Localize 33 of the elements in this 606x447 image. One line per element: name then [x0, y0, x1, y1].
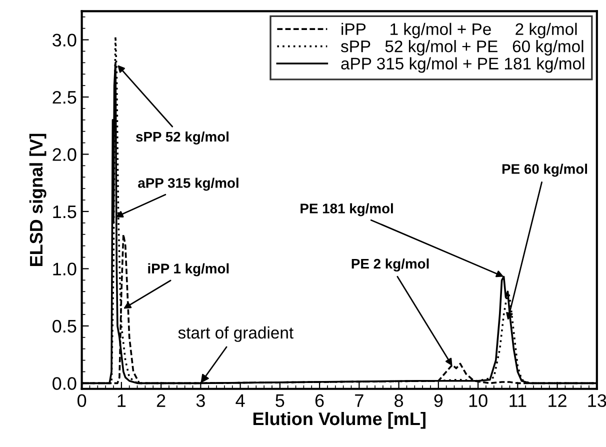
- legend-label: aPP 315 kg/mol + PE 181 kg/mol: [341, 57, 584, 73]
- x-tick-label: 5: [276, 394, 284, 408]
- x-tick-label: 9: [434, 394, 443, 408]
- x-tick-label: 0: [77, 394, 86, 408]
- annotation: PE 181 kg/mol: [300, 203, 393, 216]
- y-tick-label: 0.0: [52, 377, 76, 390]
- y-tick-label: 2.0: [52, 148, 76, 161]
- y-tick-label: 1.5: [53, 206, 76, 218]
- annotation: aPP 315 kg/mol: [138, 178, 238, 191]
- legend-label: iPP 1 kg/mol + Pe 2 kg/mol: [342, 22, 577, 38]
- x-tick-label: 8: [394, 394, 404, 408]
- x-tick-label: 7: [355, 394, 364, 407]
- x-tick-label: 6: [315, 394, 324, 408]
- x-tick-label: 10: [469, 394, 488, 408]
- x-tick-label: 2: [156, 394, 166, 407]
- x-tick-label: 1: [118, 394, 126, 407]
- x-axis-title: Elution Volume [mL]: [253, 412, 426, 429]
- y-axis-title: ELSD signal [V]: [29, 134, 46, 266]
- annotation: iPP 1 kg/mol: [148, 263, 229, 276]
- y-tick-label: 0.5: [52, 320, 76, 333]
- x-tick-label: 11: [510, 394, 526, 407]
- annotation: PE 60 kg/mol: [502, 164, 588, 177]
- annotation: start of gradient: [178, 326, 294, 342]
- x-tick-label: 13: [588, 394, 606, 408]
- legend-label: sPP 52 kg/mol + PE 60 kg/mol: [340, 40, 584, 56]
- x-tick-label: 4: [236, 394, 245, 407]
- x-tick-label: 12: [548, 394, 566, 407]
- x-tick-label: 3: [196, 394, 205, 408]
- y-tick-label: 1.0: [53, 262, 76, 276]
- y-tick-label: 3.0: [52, 34, 76, 47]
- y-tick-label: 2.5: [52, 90, 76, 104]
- annotation: sPP 52 kg/mol: [136, 131, 228, 144]
- annotation: PE 2 kg/mol: [352, 258, 429, 272]
